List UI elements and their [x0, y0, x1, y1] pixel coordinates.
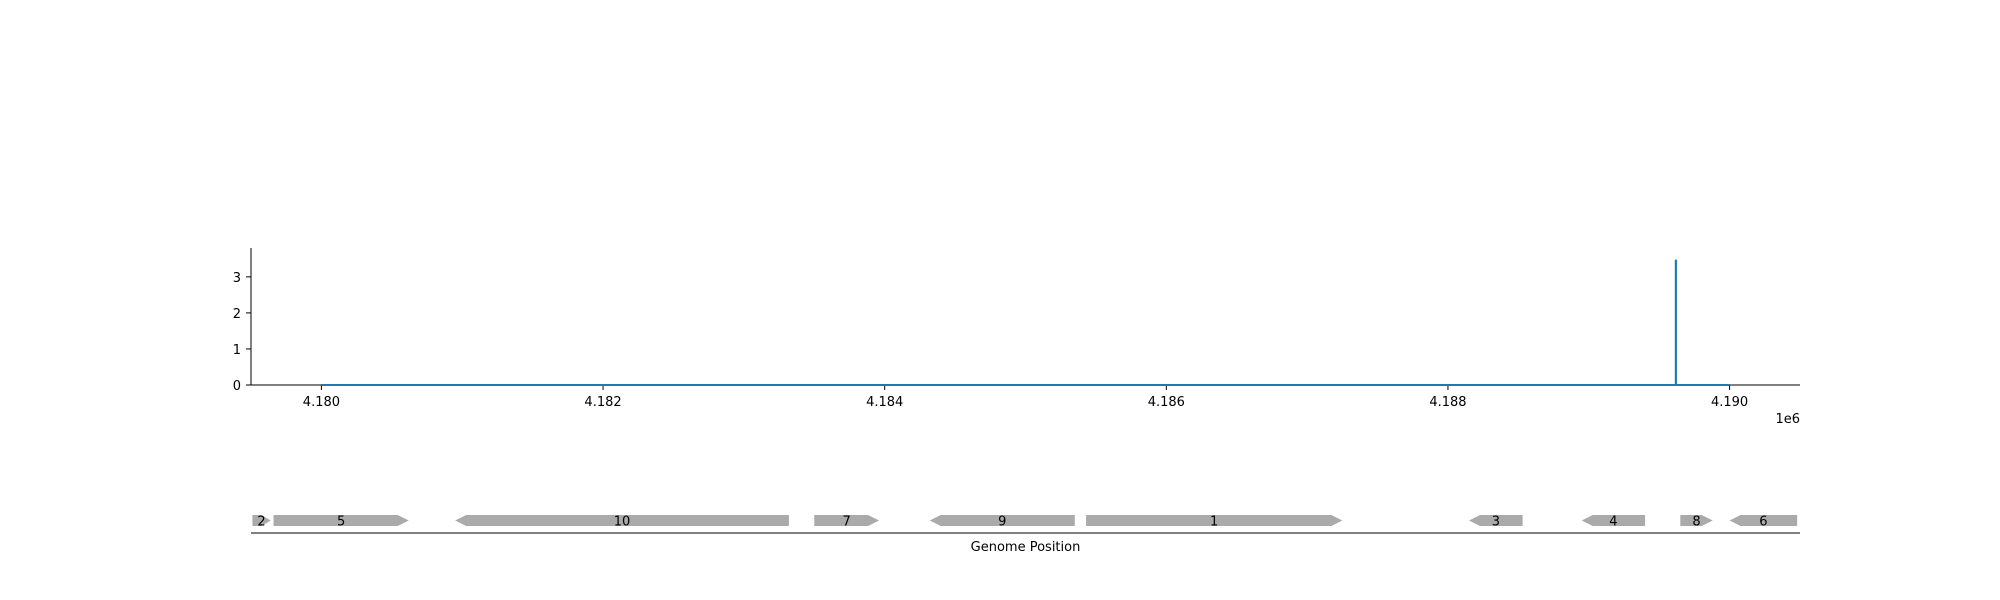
gene-arrow: [929, 515, 1075, 526]
gene-label: 10: [614, 515, 631, 530]
y-tick-label: 0: [233, 379, 241, 394]
y-tick-label: 2: [233, 307, 241, 322]
x-tick-label: 4.180: [303, 395, 340, 410]
gene-label: 9: [998, 515, 1006, 530]
gene-arrow: [1086, 515, 1343, 526]
gene-arrow: [1729, 515, 1798, 526]
gene-label: 2: [257, 515, 265, 530]
gene-arrow: [814, 515, 880, 526]
coverage-plot: 0 1 2 3 4.180 4.182 4.184 4.186 4.188 4.190 1e6: [233, 248, 1800, 427]
gene-arrow: [455, 515, 789, 526]
gene-label: 5: [337, 515, 345, 530]
x-scale-label: 1e6: [1775, 412, 1800, 427]
gene-arrow: [273, 515, 409, 526]
gene-label: 7: [843, 515, 851, 530]
coverage-line: [321, 259, 1730, 386]
x-tick-label: 4.182: [584, 395, 621, 410]
gene-label: 3: [1492, 515, 1500, 530]
gene-label: 6: [1759, 515, 1767, 530]
y-tick-label: 3: [233, 271, 241, 286]
gene-label: 4: [1609, 515, 1617, 530]
gene-track: 2 5 10 7 9 1 3 4 8 6 Genome Position: [251, 515, 1800, 555]
x-tick-label: 4.190: [1711, 395, 1748, 410]
x-tick-label: 4.188: [1429, 395, 1466, 410]
gene-arrow: [1680, 515, 1713, 526]
gene-label: 8: [1692, 515, 1700, 530]
gene-label: 1: [1210, 515, 1218, 530]
gene-arrow: [1581, 515, 1646, 526]
y-tick-label: 1: [233, 343, 241, 358]
x-tick-label: 4.186: [1148, 395, 1185, 410]
x-tick-label: 4.184: [866, 395, 903, 410]
gene-arrow: [1469, 515, 1523, 526]
x-axis-title: Genome Position: [971, 540, 1081, 555]
gene-arrow: [252, 515, 271, 526]
